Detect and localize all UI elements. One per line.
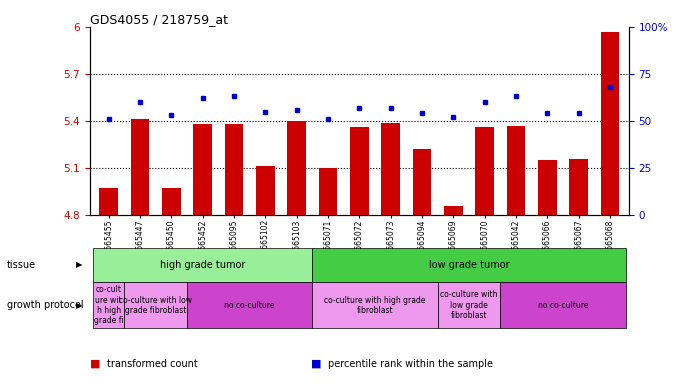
Bar (381, 122, 400, 215)
Bar (507, 126, 525, 215)
Text: ▶: ▶ (76, 301, 82, 310)
Text: high grade tumor: high grade tumor (160, 260, 245, 270)
Bar (319, 168, 337, 215)
Text: tissue: tissue (7, 260, 36, 270)
Bar (437, 282, 500, 328)
Bar (100, 189, 118, 215)
Bar (124, 282, 187, 328)
Bar (312, 282, 437, 328)
Bar (187, 282, 312, 328)
Text: co-cult
ure wit
h high
grade fi: co-cult ure wit h high grade fi (94, 285, 124, 325)
Bar (287, 121, 306, 215)
Text: no co-culture: no co-culture (225, 301, 275, 310)
Bar (500, 282, 625, 328)
Bar (162, 189, 181, 215)
Bar (131, 119, 149, 215)
Bar (600, 31, 619, 215)
Text: ▶: ▶ (76, 260, 82, 270)
Text: co-culture with high grade
fibroblast: co-culture with high grade fibroblast (324, 296, 426, 315)
Bar (569, 159, 588, 215)
Bar (475, 127, 494, 215)
Bar (256, 166, 275, 215)
Text: ■: ■ (90, 359, 100, 369)
Bar (93, 282, 124, 328)
Text: low grade tumor: low grade tumor (428, 260, 509, 270)
Text: growth protocol: growth protocol (7, 300, 84, 310)
Bar (538, 160, 557, 215)
Bar (93, 248, 312, 282)
Bar (444, 205, 463, 215)
Text: co-culture with
low grade
fibroblast: co-culture with low grade fibroblast (440, 290, 498, 320)
Text: co-culture with low
grade fibroblast: co-culture with low grade fibroblast (119, 296, 192, 315)
Bar (193, 124, 212, 215)
Bar (350, 127, 369, 215)
Bar (225, 124, 243, 215)
Text: ■: ■ (311, 359, 321, 369)
Text: percentile rank within the sample: percentile rank within the sample (328, 359, 493, 369)
Bar (312, 248, 625, 282)
Text: GDS4055 / 218759_at: GDS4055 / 218759_at (90, 13, 228, 26)
Text: no co-culture: no co-culture (538, 301, 588, 310)
Text: transformed count: transformed count (107, 359, 198, 369)
Bar (413, 149, 431, 215)
